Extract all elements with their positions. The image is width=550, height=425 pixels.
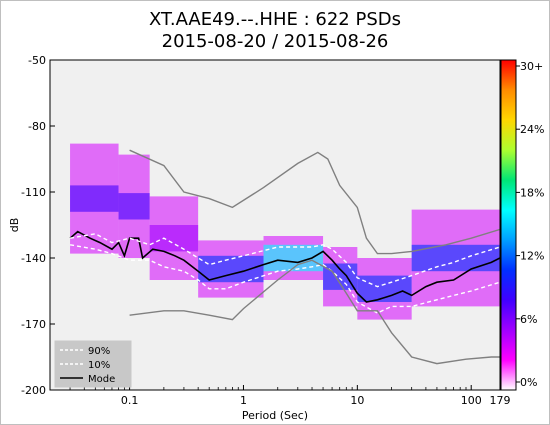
y-axis-label: dB bbox=[8, 218, 21, 233]
density-layer bbox=[70, 143, 500, 320]
x-tick-label: 179 bbox=[490, 394, 511, 407]
x-tick-label: 10 bbox=[350, 394, 364, 407]
density-core-2 bbox=[149, 225, 199, 252]
y-tick-label: -170 bbox=[21, 318, 46, 331]
colorbar-tick-label: 30+ bbox=[520, 60, 543, 73]
x-tick-label: 1 bbox=[240, 394, 247, 407]
lines-layer bbox=[69, 149, 500, 365]
density-core-0 bbox=[70, 185, 119, 212]
colorbar-tick-label: 12% bbox=[520, 250, 544, 263]
colorbar-tick-label: 6% bbox=[520, 313, 537, 326]
density-core-1 bbox=[118, 193, 150, 220]
y-tick-label: -140 bbox=[21, 252, 46, 265]
colorbar-tick-label: 18% bbox=[520, 186, 544, 199]
legend-label: 10% bbox=[88, 360, 110, 371]
colorbar-gradient bbox=[500, 59, 517, 391]
colorbar: 30+ 24% 18% 12% 6% 0% bbox=[500, 59, 544, 391]
axis-ticks: 0.1 1 10 100 179 -50 -80 -110 -140 -170 -200 bbox=[21, 54, 510, 407]
legend-label: Mode bbox=[88, 374, 115, 385]
x-axis-label: Period (Sec) bbox=[242, 409, 308, 422]
x-tick-label: 100 bbox=[461, 394, 482, 407]
series-mode bbox=[69, 230, 500, 303]
series-90pct bbox=[69, 233, 500, 288]
series-10pct bbox=[69, 244, 500, 314]
chart-subtitle: 2015-08-20 / 2015-08-26 bbox=[161, 31, 389, 52]
y-tick-label: -200 bbox=[21, 384, 46, 397]
x-tick-label: 0.1 bbox=[121, 394, 139, 407]
y-tick-label: -80 bbox=[28, 120, 46, 133]
colorbar-tick-label: 0% bbox=[520, 376, 537, 389]
legend: 90% 10% Mode bbox=[54, 340, 132, 388]
plot-border bbox=[49, 59, 501, 391]
y-tick-label: -50 bbox=[28, 54, 46, 67]
colorbar-tick-label: 24% bbox=[520, 123, 544, 136]
y-tick-label: -110 bbox=[21, 186, 46, 199]
legend-label: 90% bbox=[88, 346, 110, 357]
series-noise-model-low bbox=[129, 259, 500, 365]
chart-title: XT.AAE49.--.HHE : 622 PSDs bbox=[149, 9, 401, 30]
series-noise-model-high bbox=[129, 149, 500, 255]
